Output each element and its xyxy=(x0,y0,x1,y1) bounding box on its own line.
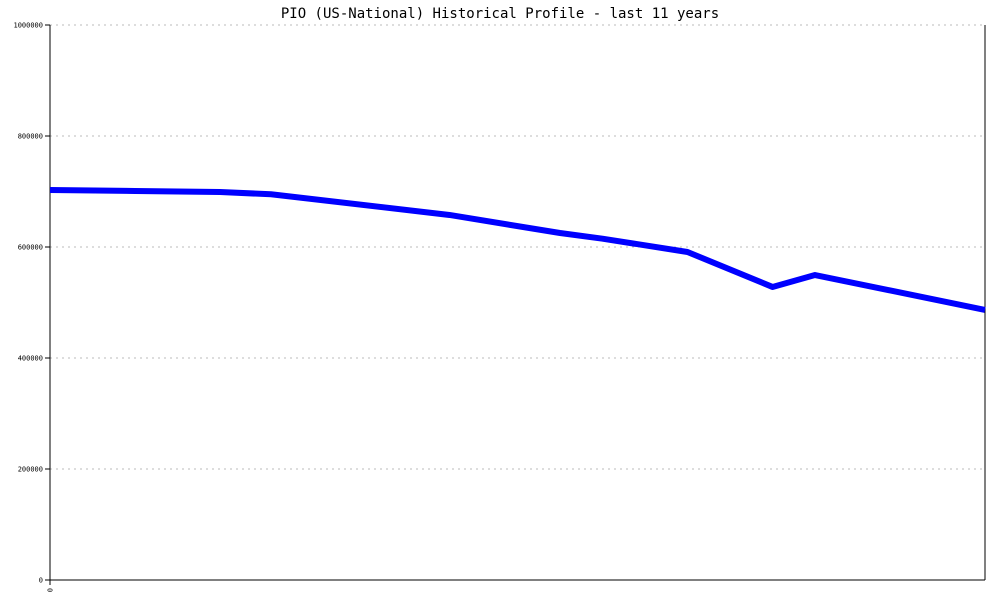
axes xyxy=(45,24,986,585)
y-tick-label: 0 xyxy=(39,577,43,585)
series-line xyxy=(49,187,986,313)
y-tick-label: 600000 xyxy=(18,244,43,252)
y-tick-label: 400000 xyxy=(18,355,43,363)
grid xyxy=(50,24,985,470)
y-tick-label: 1000000 xyxy=(13,22,43,30)
y-tick-labels: 0 200000 400000 600000 800000 1000000 xyxy=(13,22,43,585)
x-tick-labels: 0 xyxy=(47,588,55,592)
chart-title: PIO (US-National) Historical Profile - l… xyxy=(281,6,719,22)
y-tick-label: 200000 xyxy=(18,466,43,474)
x-tick-label: 0 xyxy=(47,588,55,592)
series-layer xyxy=(49,187,986,313)
y-tick-label: 800000 xyxy=(18,133,43,141)
